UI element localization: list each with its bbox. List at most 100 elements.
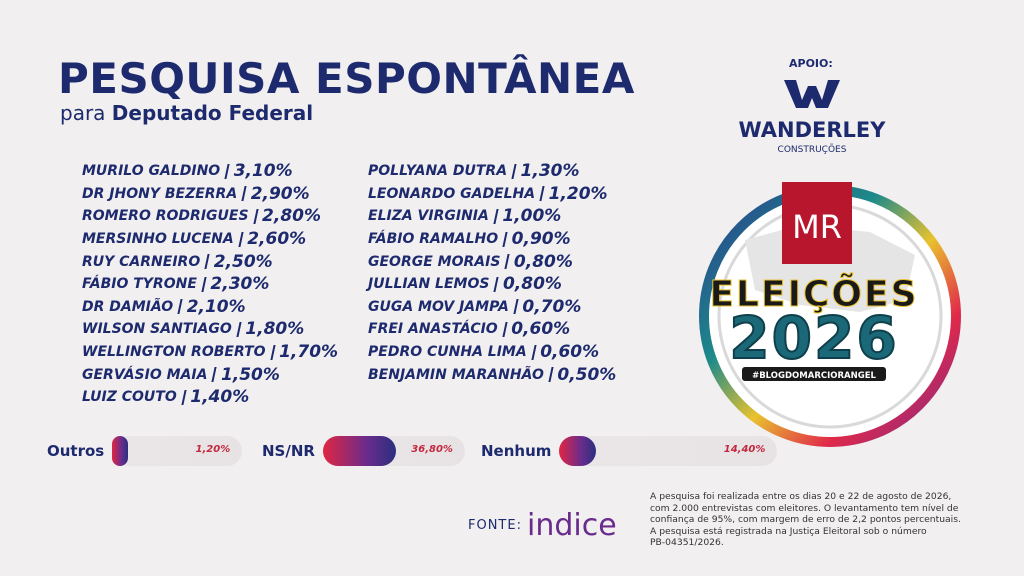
candidate-percent: 1,50%	[220, 364, 280, 385]
candidate-percent: 0,60%	[511, 319, 571, 340]
list-item: WILSON SANTIAGO 1,80%	[82, 318, 338, 341]
candidate-name: WELLINGTON ROBERTO	[82, 344, 266, 361]
candidate-name: ELIZA VIRGINIA	[368, 208, 489, 225]
source-logo: indice	[527, 508, 617, 543]
candidate-name: ROMERO RODRIGUES	[82, 208, 249, 225]
candidate-percent: 3,10%	[233, 161, 293, 182]
candidate-name: LUIZ COUTO	[82, 389, 177, 406]
list-item: GUGA MOV JAMPA 0,70%	[368, 296, 616, 319]
candidate-name: POLLYANA DUTRA	[368, 163, 508, 180]
summary-value: 1,20%	[195, 444, 231, 455]
summary-bar	[112, 436, 129, 466]
candidate-percent: 2,60%	[247, 229, 307, 250]
footnote-line: com 2.000 entrevistas com eleitores. O l…	[650, 502, 959, 514]
candidate-name: GERVÁSIO MAIA	[82, 366, 208, 383]
sponsor-label: APOIO:	[789, 57, 833, 70]
summary-value: 14,40%	[723, 444, 766, 455]
candidate-percent: 1,70%	[279, 342, 339, 363]
badge-mark: MR	[792, 208, 842, 246]
summary-item: Outros 1,20%	[47, 434, 243, 468]
candidate-name: PEDRO CUNHA LIMA	[368, 344, 527, 361]
badge-hashtag: #BLOGDOMARCIORANGEL	[752, 371, 876, 381]
title: PESQUISA ESPONTÂNEA	[58, 54, 635, 103]
candidate-percent: 1,00%	[502, 206, 562, 227]
summary-track: 14,40%	[559, 436, 778, 466]
list-item: WELLINGTON ROBERTO 1,70%	[82, 341, 338, 364]
list-item: ELIZA VIRGINIA 1,00%	[368, 205, 616, 228]
subtitle: para Deputado Federal	[60, 101, 313, 125]
candidate-name: RUY CARNEIRO	[82, 253, 201, 270]
footnote: A pesquisa foi realizada entre os dias 2…	[650, 491, 961, 549]
list-column: MURILO GALDINO 3,10% DR JHONY BEZERRA 2,90%…	[82, 160, 338, 409]
footnote-line: A pesquisa está registrada na Justiça El…	[650, 525, 927, 537]
list-item: LUIZ COUTO 1,40%	[82, 386, 338, 409]
candidate-name: DR DAMIÃO	[82, 298, 174, 315]
list-item: POLLYANA DUTRA 1,30%	[368, 160, 616, 183]
list-item: FÁBIO TYRONE 2,30%	[82, 273, 338, 296]
list-item: ROMERO RODRIGUES 2,80%	[82, 205, 338, 228]
list-item: GEORGE MORAIS 0,80%	[368, 250, 616, 273]
candidate-percent: 0,70%	[522, 296, 582, 317]
list-item: BENJAMIN MARANHÃO 0,50%	[368, 363, 616, 386]
candidate-name: DR JHONY BEZERRA	[82, 185, 238, 202]
sponsor-sub: CONSTRUÇÕES	[778, 143, 847, 155]
candidate-percent: 2,90%	[250, 183, 310, 204]
candidate-percent: 0,90%	[511, 229, 571, 250]
summary-item: Nenhum 14,40%	[481, 434, 778, 468]
candidate-percent: 1,30%	[520, 161, 580, 182]
candidate-name: WILSON SANTIAGO	[82, 321, 232, 338]
fonte-label: FONTE:	[468, 518, 522, 533]
summary-label: Outros	[47, 442, 105, 460]
summary-bar	[559, 436, 597, 466]
candidate-percent: 2,80%	[262, 206, 322, 227]
summary-value: 36,80%	[411, 444, 453, 455]
badge-banner	[782, 182, 852, 264]
candidate-percent: 2,10%	[186, 296, 246, 317]
candidate-percent: 2,50%	[213, 251, 273, 272]
candidate-percent: 2,30%	[210, 274, 270, 295]
candidate-name: FÁBIO RAMALHO	[368, 231, 499, 248]
badge-year: 2026	[729, 304, 898, 372]
list-item: JULLIAN LEMOS 0,80%	[368, 273, 616, 296]
list-item: PEDRO CUNHA LIMA 0,60%	[368, 341, 616, 364]
candidate-name: FREI ANASTÁCIO	[368, 321, 498, 338]
badge-hashtag-bg	[742, 367, 886, 381]
subtitle-main: Deputado Federal	[111, 101, 314, 125]
list-item: MERSINHO LUCENA 2,60%	[82, 228, 338, 251]
candidate-name: LEONARDO GADELHA	[368, 185, 536, 202]
candidate-percent: 0,60%	[540, 342, 600, 363]
candidate-name: BENJAMIN MARANHÃO	[368, 366, 544, 383]
footnote-line: PB-04351/2026.	[650, 537, 724, 549]
list-column: POLLYANA DUTRA 1,30% LEONARDO GADELHA 1,20%…	[368, 160, 616, 386]
footnote-line: A pesquisa foi realizada entre os dias 2…	[650, 491, 952, 502]
summary-label: NS/NR	[262, 442, 315, 460]
sponsor-logo	[784, 80, 840, 108]
candidate-percent: 1,40%	[190, 387, 250, 408]
candidate-name: FÁBIO TYRONE	[82, 276, 197, 293]
list-item: DR DAMIÃO 2,10%	[82, 296, 338, 319]
candidate-name: GEORGE MORAIS	[368, 253, 501, 270]
summary-track: 36,80%	[322, 436, 465, 466]
footnote-line: confiança de 95%, com margem de erro de …	[650, 514, 961, 526]
list-item: DR JHONY BEZERRA 2,90%	[82, 183, 338, 206]
badge-title: ELEIÇÕES	[709, 273, 918, 315]
candidate-name: MERSINHO LUCENA	[82, 231, 234, 248]
summary-bar	[322, 436, 396, 466]
candidate-percent: 1,20%	[548, 183, 608, 204]
candidate-percent: 0,50%	[557, 364, 617, 385]
candidate-name: GUGA MOV JAMPA	[368, 298, 509, 315]
candidate-percent: 0,80%	[502, 274, 562, 295]
candidate-name: JULLIAN LEMOS	[368, 276, 490, 293]
subtitle-prefix: para	[60, 101, 106, 125]
summary-item: NS/NR 36,80%	[262, 434, 465, 468]
summary-label: Nenhum	[481, 442, 552, 460]
list-item: RUY CARNEIRO 2,50%	[82, 250, 338, 273]
candidate-percent: 1,80%	[245, 319, 305, 340]
sponsor-name: WANDERLEY	[739, 118, 887, 142]
list-item: FÁBIO RAMALHO 0,90%	[368, 228, 616, 251]
list-item: LEONARDO GADELHA 1,20%	[368, 183, 616, 206]
summary-track: 1,20%	[112, 436, 243, 466]
list-item: FREI ANASTÁCIO 0,60%	[368, 318, 616, 341]
